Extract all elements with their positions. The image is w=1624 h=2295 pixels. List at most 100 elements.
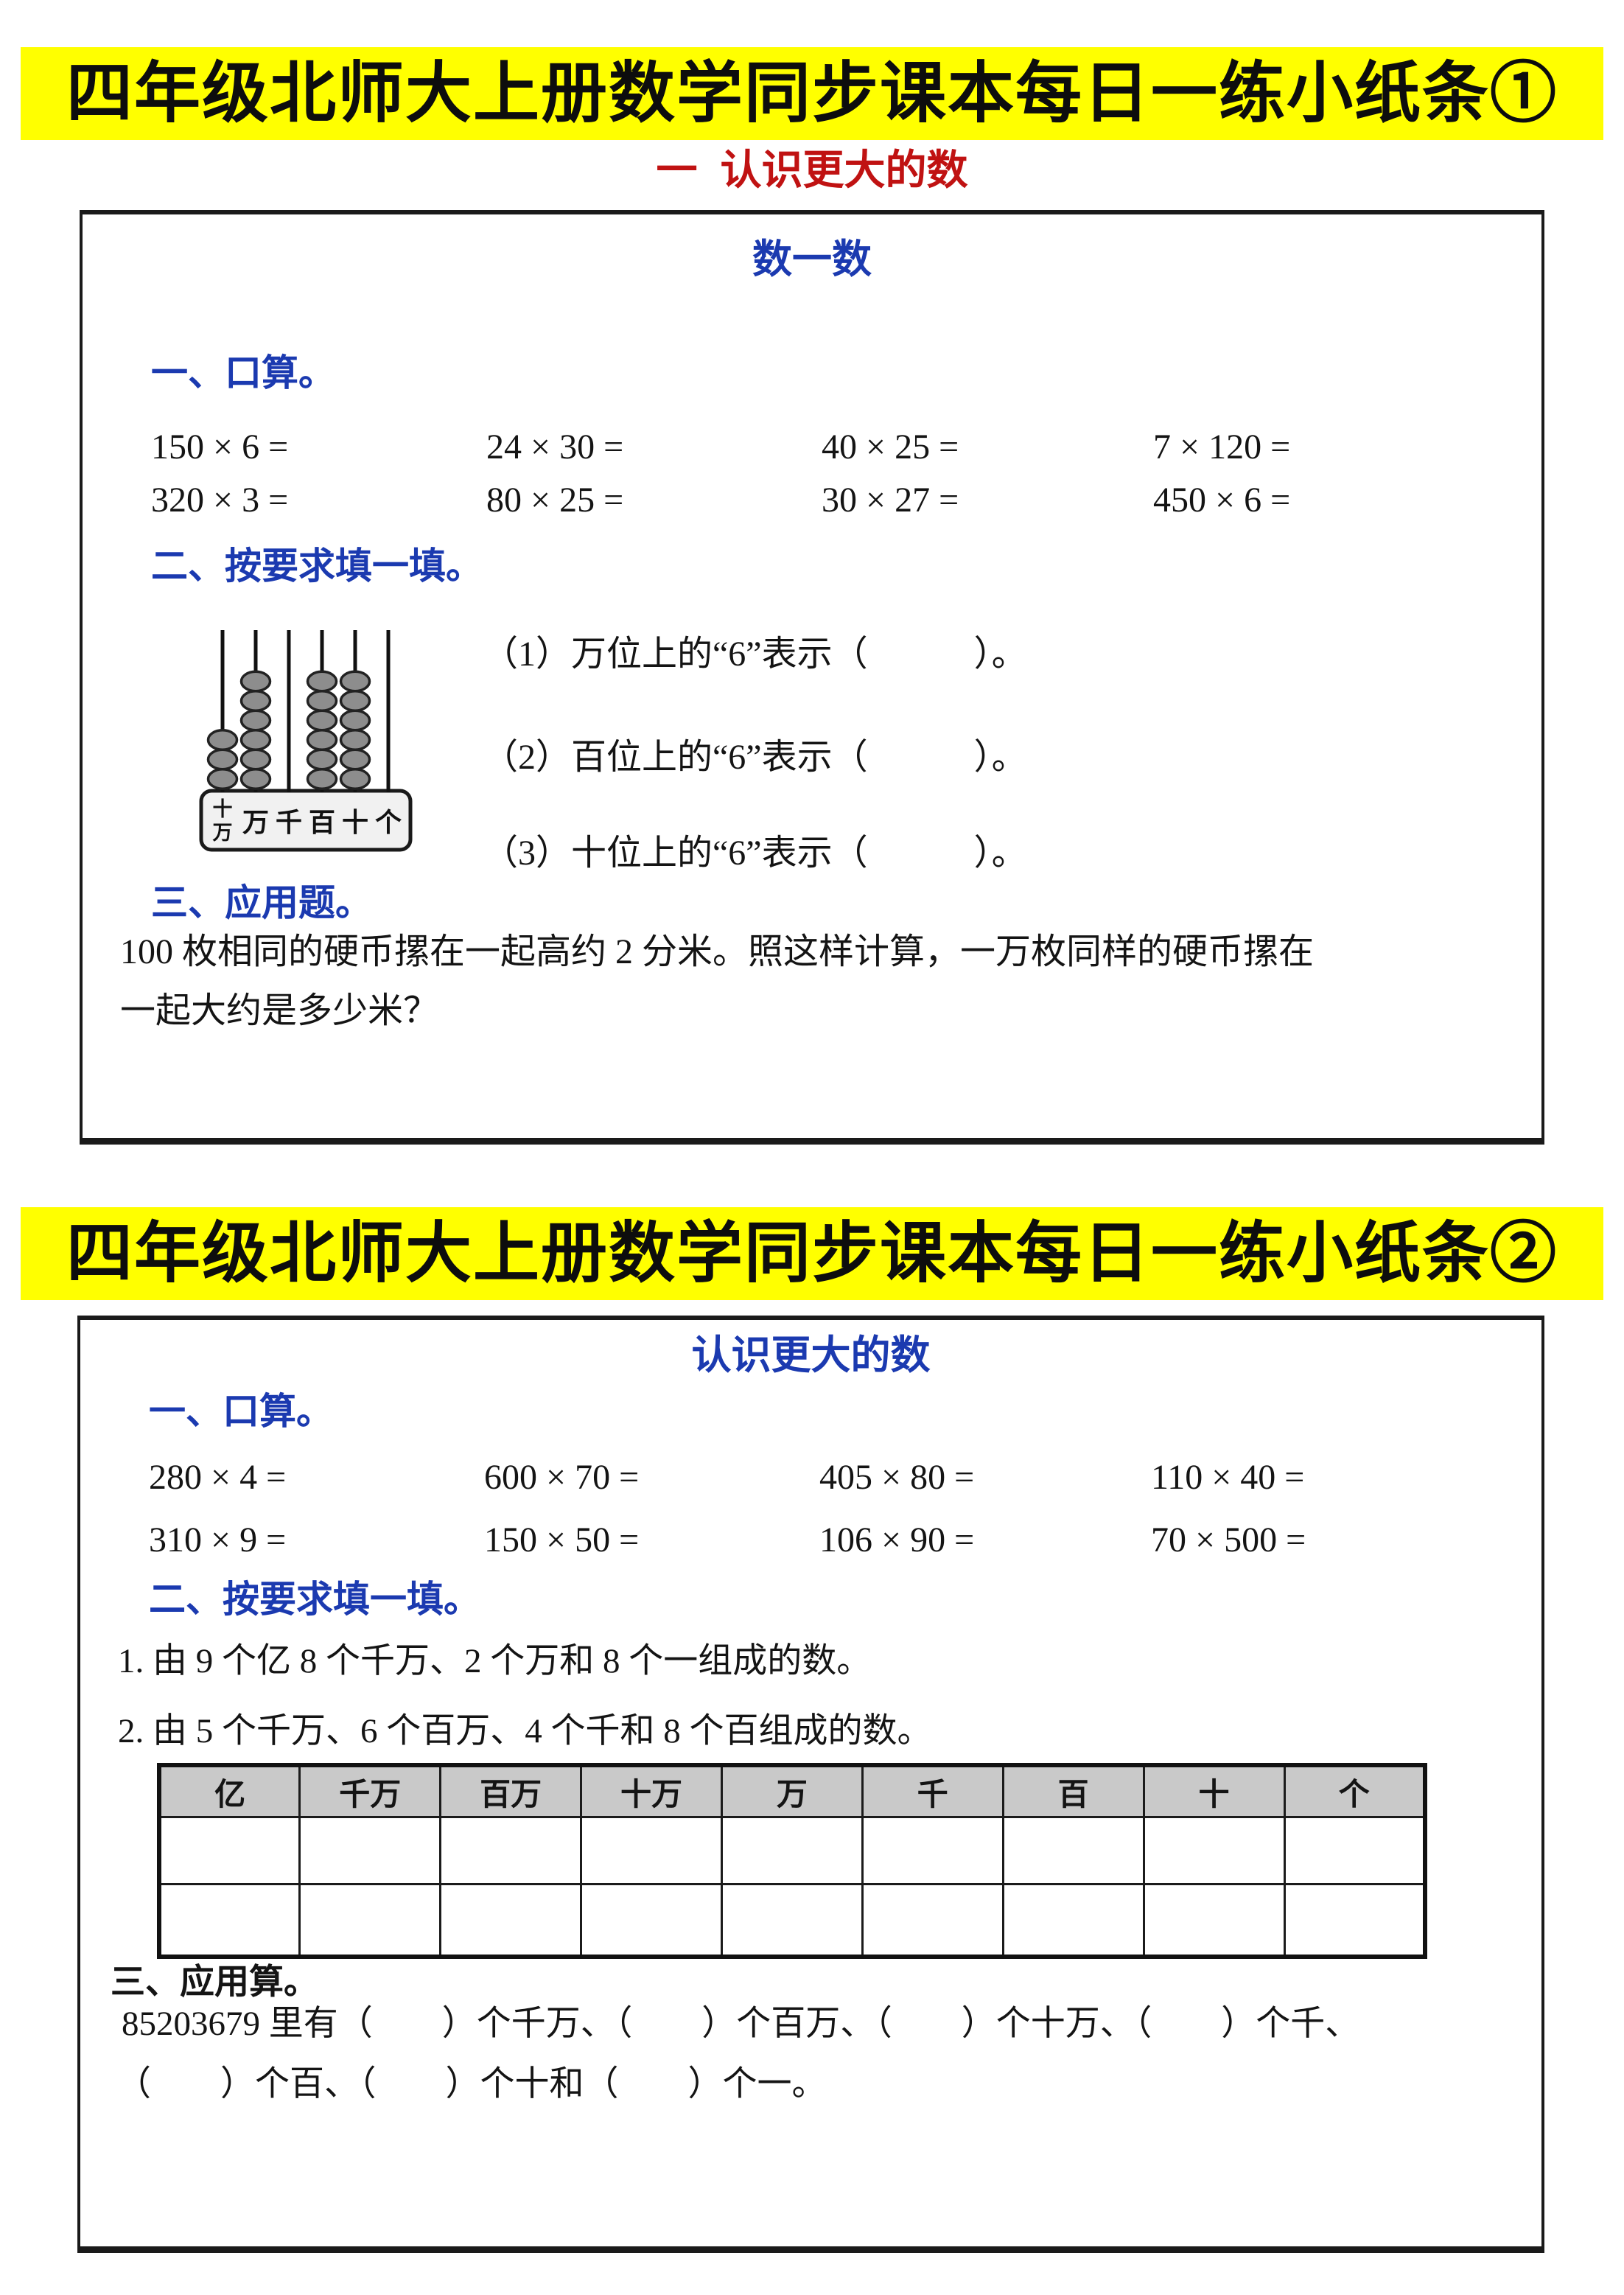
abacus-bead [239,670,272,693]
place-value-header-cell: 万 [721,1764,864,1818]
oral-problems-row: 150 × 6 = 24 × 30 = 40 × 25 = 7 × 120 = [83,425,1541,471]
abacus-bead [339,729,371,751]
place-value-cell [861,1816,1004,1885]
oral-problem: 40 × 25 = [822,427,959,467]
sheet1-section2-heading: 二、按要求填一填。 [151,545,483,587]
sheet1-box: 数一数 一、口算。 150 × 6 = 24 × 30 = 40 × 25 = … [80,210,1544,1145]
place-value-cell [721,1816,864,1885]
abacus-bead [339,768,371,790]
word-problem-line: 一起大约是多少米？ [120,991,439,1030]
place-value-cell [580,1883,723,1958]
place-value-cell [158,1883,301,1958]
place-value-header-row: 亿 千万 百万 十万 万 千 百 十 个 [158,1764,1427,1818]
sheet1-section1-heading: 一、口算。 [151,352,335,394]
place-value-header-cell: 亿 [158,1764,301,1818]
sheet2-section2-heading: 二、按要求填一填。 [149,1579,480,1620]
place-value-header-cell: 百万 [439,1764,583,1818]
place-value-cell [439,1816,583,1885]
place-value-cell [298,1883,442,1958]
abacus-bead [339,670,371,693]
place-value-cell [298,1816,442,1885]
sheet2-section1-heading: 一、口算。 [149,1391,333,1432]
place-value-cell [861,1883,1004,1958]
place-value-cell [158,1816,301,1885]
oral-problems-row: 310 × 9 = 150 × 50 = 106 × 90 = 70 × 500… [80,1518,1541,1564]
oral-problem: 150 × 6 = [151,427,289,467]
abacus-bead [206,768,239,790]
sheet2-banner-title: 四年级北师大上册数学同步课本每日一练小纸条② [21,1207,1603,1300]
abacus-place-label: 十 [342,807,368,837]
abacus-place-label: 万 [242,807,269,837]
place-value-cell [1142,1816,1286,1885]
abacus-bead [306,670,338,693]
sheet1-banner-title: 四年级北师大上册数学同步课本每日一练小纸条① [21,47,1603,140]
place-value-table: 亿 千万 百万 十万 万 千 百 十 个 [157,1763,1427,1959]
place-value-empty-row [158,1883,1427,1958]
place-value-header-cell: 十 [1142,1764,1286,1818]
place-value-cell [1142,1883,1286,1958]
abacus-bead [306,690,338,712]
compose-number-item: 2. 由 5 个千万、6 个百万、4 个千和 8 个百组成的数。 [118,1712,932,1750]
place-value-cell [1001,1883,1145,1958]
oral-problem: 80 × 25 = [486,481,624,520]
abacus-bead [306,768,338,790]
oral-problem: 280 × 4 = [149,1458,287,1497]
place-value-cell [580,1816,723,1885]
sheet1-section3-heading: 三、应用题。 [151,882,372,923]
sheet2-section3-heading: 三、应用算。 [111,1962,318,2001]
sheet2-box: 认识更大的数 一、口算。 280 × 4 = 600 × 70 = 405 × … [77,1316,1544,2253]
sheet2-title: 认识更大的数 [691,1333,931,1377]
fill-in-question: （2）百位上的“6”表示（ ）。 [483,738,1027,777]
abacus-base [199,789,413,852]
oral-problem: 30 × 27 = [822,481,959,520]
place-value-cell [1283,1883,1427,1958]
place-value-cell [1001,1816,1145,1885]
oral-problems-row: 280 × 4 = 600 × 70 = 405 × 80 = 110 × 40… [80,1456,1541,1501]
abacus-bead [339,690,371,712]
word-problem-line: 100 枚相同的硬币摞在一起高约 2 分米。照这样计算，一万枚同样的硬币摞在 [120,932,1315,971]
oral-problem: 110 × 40 = [1151,1458,1305,1497]
oral-problem: 106 × 90 = [819,1520,975,1559]
abacus-svg: 十万万千百十个 [199,630,413,852]
oral-problem: 405 × 80 = [819,1458,975,1497]
abacus-bead [306,748,338,771]
oral-problem: 600 × 70 = [484,1458,640,1497]
place-value-cell [439,1883,583,1958]
place-value-header-cell: 千 [861,1764,1004,1818]
oral-problem: 310 × 9 = [149,1520,287,1559]
oral-problem: 320 × 3 = [151,481,289,520]
place-value-header-cell: 千万 [298,1764,442,1818]
oral-problem: 7 × 120 = [1153,427,1291,467]
oral-problems-row: 320 × 3 = 80 × 25 = 30 × 27 = 450 × 6 = [83,478,1541,524]
abacus-bead [239,709,272,732]
place-value-empty-row [158,1816,1427,1885]
sheet1-unit-subtitle: 一 认识更大的数 [656,147,968,193]
oral-problem: 150 × 50 = [484,1520,640,1559]
abacus-place-label: 个 [375,807,402,837]
place-value-header-cell: 百 [1001,1764,1145,1818]
fill-in-question: （1）万位上的“6”表示（ ）。 [483,635,1027,674]
abacus-bead [239,690,272,712]
place-value-cell [721,1883,864,1958]
place-value-header-cell: 十万 [580,1764,723,1818]
abacus-place-label: 百 [309,807,335,837]
abacus-place-label: 十 [213,798,233,820]
abacus-place-label: 万 [213,822,233,844]
oral-problem: 24 × 30 = [486,427,624,467]
abacus-bead [239,729,272,751]
abacus-bead [306,729,338,751]
fill-in-question: （3）十位上的“6”表示（ ）。 [483,834,1027,873]
abacus-bead [206,748,239,771]
place-value-header-cell: 个 [1283,1764,1427,1818]
decompose-number-line: 85203679 里有（ ）个千万、（ ）个百万、（ ）个十万、（ ）个千、 [122,2005,1360,2043]
oral-problem: 450 × 6 = [1153,481,1291,520]
abacus-bead [339,709,371,732]
decompose-number-line: （ ）个百、（ ）个十和（ ）个一。 [116,2065,827,2103]
abacus-place-label: 千 [276,807,302,837]
abacus-bead [306,709,338,732]
compose-number-item: 1. 由 9 个亿 8 个千万、2 个万和 8 个一组成的数。 [118,1642,872,1680]
oral-problem: 70 × 500 = [1151,1520,1306,1559]
abacus-bead [339,748,371,771]
sheet1-title: 数一数 [752,237,872,282]
